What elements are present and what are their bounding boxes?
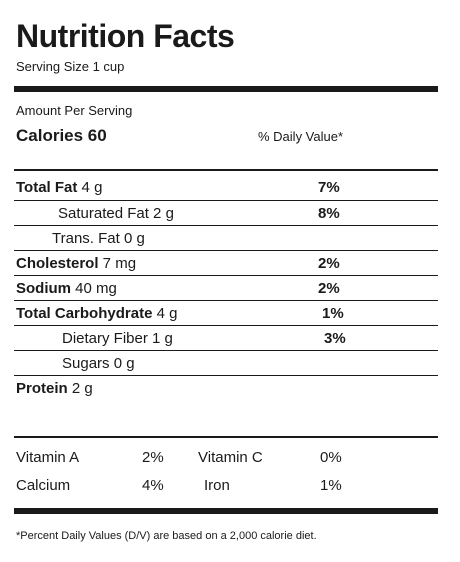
nutrient-row-sodium: Sodium 40 mg 2% [14,275,438,301]
footnote: *Percent Daily Values (D/V) are based on… [16,530,317,542]
nutrient-name: Cholesterol 7 mg [16,255,137,272]
nutrient-row-trans-fat: Trans. Fat 0 g [14,225,438,251]
serving-size: Serving Size 1 cup [16,59,125,74]
nutrient-pct: 8% [318,205,340,222]
iron-pct: 1% [320,477,342,494]
nutrient-pct: 3% [324,330,346,347]
iron-label: Iron [204,477,230,494]
calcium-pct: 4% [142,477,164,494]
nutrient-row-protein: Protein 2 g [14,375,438,401]
nutrient-name: Sugars 0 g [62,355,135,372]
label-title: Nutrition Facts [16,18,235,54]
vitamin-c-pct: 0% [320,449,342,466]
medium-rule [14,169,438,171]
nutrient-row-dietary-fiber: Dietary Fiber 1 g 3% [14,325,438,351]
nutrient-pct: 7% [318,179,340,196]
nutrient-name: Total Fat 4 g [16,179,103,196]
nutrient-name: Trans. Fat 0 g [52,230,145,247]
vitamin-a-pct: 2% [142,449,164,466]
nutrient-pct: 2% [318,255,340,272]
nutrient-name: Protein 2 g [16,380,93,397]
nutrient-row-total-carbohydrate: Total Carbohydrate 4 g 1% [14,300,438,326]
calories: Calories 60 [16,126,107,145]
vitamin-c-label: Vitamin C [198,449,263,466]
nutrient-row-cholesterol: Cholesterol 7 mg 2% [14,250,438,276]
nutrient-name: Dietary Fiber 1 g [62,330,173,347]
nutrient-pct: 1% [322,305,344,322]
rule-above-vitamins [14,436,438,438]
nutrient-pct: 2% [318,280,340,297]
thick-rule-bottom [14,508,438,514]
nutrient-row-saturated-fat: Saturated Fat 2 g 8% [14,200,438,226]
amount-per-serving: Amount Per Serving [16,103,133,118]
vitamin-a-label: Vitamin A [16,449,80,466]
nutrient-row-sugars: Sugars 0 g [14,350,438,376]
daily-value-header: % Daily Value* [258,129,344,144]
calcium-label: Calcium [16,477,71,494]
nutrient-name: Saturated Fat 2 g [58,205,174,222]
nutrient-name: Total Carbohydrate 4 g [16,305,178,322]
nutrient-row-total-fat: Total Fat 4 g 7% [14,175,438,200]
thick-rule-top [14,86,438,92]
nutrient-name: Sodium 40 mg [16,280,117,297]
